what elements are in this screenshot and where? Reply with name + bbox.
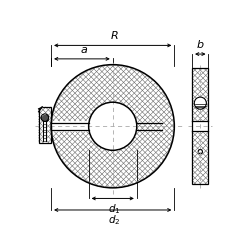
Polygon shape	[43, 122, 46, 141]
Text: $d_1$: $d_1$	[108, 202, 121, 216]
Text: b: b	[197, 40, 204, 50]
Circle shape	[198, 150, 202, 154]
Circle shape	[194, 97, 206, 109]
Text: $d_2$: $d_2$	[108, 214, 121, 227]
Polygon shape	[192, 122, 208, 131]
Text: R: R	[111, 30, 118, 40]
Polygon shape	[51, 123, 89, 130]
Circle shape	[41, 114, 48, 122]
Polygon shape	[89, 102, 137, 150]
Polygon shape	[51, 65, 174, 188]
Bar	[38, 107, 51, 142]
Text: a: a	[80, 45, 87, 55]
Bar	[192, 68, 208, 184]
Polygon shape	[38, 107, 51, 142]
Polygon shape	[192, 68, 208, 184]
